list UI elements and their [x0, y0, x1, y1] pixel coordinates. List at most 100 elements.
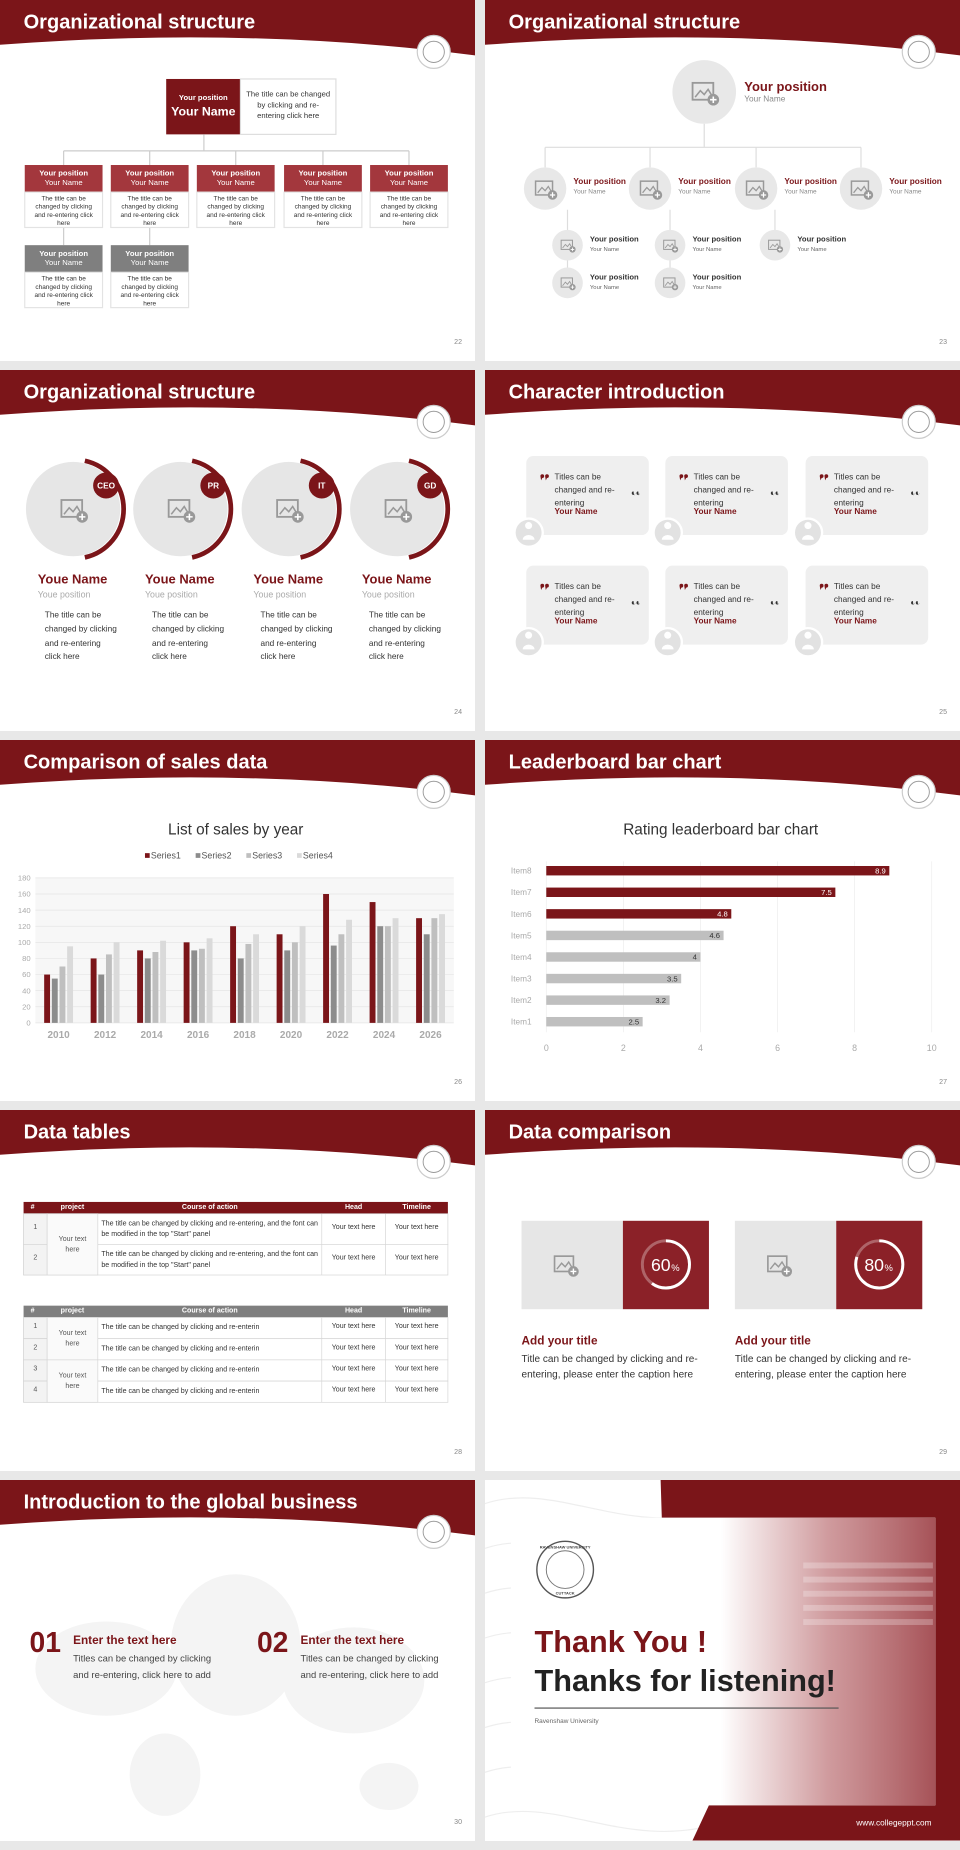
header-band — [0, 1480, 475, 1536]
sub-position: Your position — [589, 235, 639, 244]
slide-content: List of sales by year 0 20 40 60 80 100 120 140 1… — [0, 740, 475, 1101]
member-box — [283, 191, 363, 229]
icon-mountain — [664, 242, 675, 249]
slide-content: Organizational structure 22 Your position Y… — [0, 0, 475, 361]
header-band — [485, 740, 960, 796]
member-box — [369, 191, 449, 229]
sub-name: Your Name — [589, 284, 620, 292]
header-band — [485, 1110, 960, 1166]
sub-position: Your position — [692, 273, 742, 282]
quote-card — [805, 456, 929, 536]
bar — [105, 954, 112, 1023]
table-cell: Your text here — [331, 1365, 376, 1373]
slide-title: Organizational structure — [508, 10, 741, 34]
icon-frame — [767, 1255, 788, 1273]
slide-content: RAVENSHAW UNIVERSITY CUTTACK Thank You ! Th… — [485, 1480, 960, 1841]
member-box — [24, 191, 104, 229]
page-number: 30 — [454, 1819, 463, 1827]
slide: 60% 80% Data comparison 29 Add your title Tit… — [485, 1110, 960, 1471]
image-placeholder — [534, 180, 558, 200]
image-placeholder — [639, 180, 663, 200]
slide-title: Leaderboard bar chart — [508, 750, 722, 774]
map-shape — [170, 1574, 301, 1716]
icon-mountain — [63, 505, 82, 515]
card-name: Youe Name — [37, 572, 108, 587]
point-title: Enter the text here — [73, 1634, 177, 1648]
quote-mark — [911, 491, 920, 496]
node-photo — [628, 167, 672, 210]
slide: Introduction to the global business 30 01 E… — [0, 1480, 475, 1841]
legend-swatch — [246, 853, 252, 858]
map-shape — [359, 1762, 419, 1811]
slide-content: Data tables 28 # project Course of action Hea… — [0, 1110, 475, 1471]
map-shape — [129, 1733, 201, 1816]
table-project: Your text here — [58, 1236, 87, 1254]
icon-mountain — [562, 242, 573, 249]
table-cell: The title can be changed by clicking and… — [101, 1324, 260, 1332]
bar — [206, 938, 213, 1023]
bar — [384, 926, 391, 1023]
y-tick-label: Item6 — [511, 910, 532, 919]
card-text: The title can be changed by clicking and… — [260, 611, 333, 662]
slide-graphics — [0, 1480, 475, 1816]
table-project: Your text here — [58, 1330, 87, 1348]
red-panel — [660, 1480, 960, 1841]
table-header-cell: # — [30, 1308, 35, 1316]
member-header — [24, 245, 103, 273]
bar — [546, 952, 701, 962]
seal-inner — [907, 410, 930, 433]
member-name: Your Name — [44, 179, 83, 188]
slide-content: 60% 80% Data comparison 29 Add your title Tit… — [485, 1110, 960, 1471]
x-tick-label: 2020 — [280, 1030, 303, 1041]
icon-mountain — [769, 242, 780, 249]
member-header — [284, 165, 362, 193]
card-position: Youe position — [37, 589, 91, 600]
quote-mark — [540, 474, 549, 481]
card-arc — [191, 458, 234, 560]
image-placeholder — [167, 499, 196, 523]
header-band — [0, 740, 475, 796]
image-placeholder — [560, 239, 576, 253]
plot-background — [35, 877, 454, 1023]
slide: CEO PR IT GD Organizational structure 24 Youe … — [0, 370, 475, 731]
quote-text: Titles can be changed and re-entering — [693, 583, 754, 618]
bar — [144, 958, 151, 1023]
seal-inner — [422, 1150, 445, 1173]
seal — [536, 1540, 595, 1599]
y-tick-label: Item3 — [511, 975, 532, 984]
y-tick-label: Item8 — [511, 867, 532, 876]
table-cell: 1 — [33, 1224, 38, 1232]
seal — [901, 404, 936, 439]
table-cell: The title can be changed by clicking and… — [101, 1345, 260, 1353]
page-number: 28 — [454, 1449, 463, 1457]
bar — [392, 918, 399, 1023]
table-header-cell: project — [60, 1204, 85, 1212]
x-tick-label: 8 — [852, 1043, 857, 1053]
divider — [534, 1707, 839, 1709]
header-band — [0, 370, 475, 426]
ring-unit: % — [671, 1262, 680, 1273]
bar — [90, 958, 97, 1023]
quote-name: Your Name — [554, 507, 598, 517]
slide-content: CEO PR IT GD Organizational structure 24 Youe … — [0, 370, 475, 731]
point-number: 02 — [256, 1627, 289, 1660]
icon-frame — [60, 499, 84, 518]
bar — [245, 943, 252, 1023]
point-number: 01 — [29, 1627, 61, 1660]
card-arc — [300, 458, 342, 560]
sub-name: Your Name — [589, 246, 620, 254]
photo-window-row — [803, 1604, 933, 1611]
bar — [191, 950, 198, 1023]
avatar-figure — [522, 631, 535, 650]
icon-plus-sign — [78, 513, 86, 521]
quote-mark — [770, 491, 780, 496]
bar — [276, 934, 283, 1023]
table-cell: Your text here — [331, 1254, 376, 1263]
badge-label: PR — [208, 481, 220, 490]
photo-window-row — [803, 1576, 933, 1583]
sub-position: Your position — [797, 235, 847, 244]
avatar-figure — [802, 631, 814, 650]
table-header-cell: Timeline — [402, 1204, 431, 1212]
bar — [67, 946, 74, 1023]
value-label: 8.9 — [875, 866, 886, 875]
